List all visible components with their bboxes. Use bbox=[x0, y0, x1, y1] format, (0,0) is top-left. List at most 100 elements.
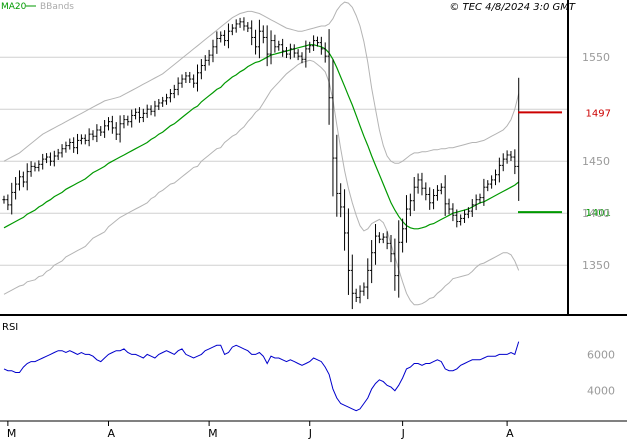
ohlc-bar bbox=[501, 153, 505, 172]
ohlc-bar bbox=[335, 134, 339, 217]
ohlc-bar bbox=[401, 218, 405, 253]
ohlc-bar bbox=[466, 207, 470, 219]
x-tick-label: M bbox=[7, 427, 16, 440]
ohlc-bar bbox=[327, 29, 331, 125]
ohlc-bar bbox=[184, 71, 188, 83]
rsi-y-axis: 4000 6000 bbox=[587, 348, 615, 397]
ohlc-bar bbox=[75, 133, 80, 155]
ohlc-bar bbox=[431, 189, 436, 210]
ohlc-bar bbox=[164, 93, 169, 105]
ma20-line bbox=[3, 44, 520, 230]
ohlc-bar bbox=[192, 74, 196, 88]
ohlc-bar bbox=[91, 130, 95, 141]
ohlc-bar bbox=[443, 175, 447, 216]
ohlc-bar bbox=[281, 38, 285, 57]
ohlc-bar bbox=[373, 224, 378, 265]
chart-timestamp: © TEC 4/8/2024 3:0 GMT bbox=[449, 2, 576, 13]
ohlc-bar bbox=[428, 187, 432, 210]
ohlc-bar bbox=[393, 238, 397, 291]
price-levels: 1497 1401 bbox=[518, 108, 611, 219]
ohlc-bar bbox=[37, 160, 41, 172]
ohlc-bar bbox=[87, 128, 91, 147]
ohlc-bar bbox=[114, 122, 118, 140]
ohlc-bar bbox=[493, 169, 498, 186]
ohlc-bar bbox=[416, 173, 420, 194]
ohlc-bar bbox=[118, 115, 122, 143]
price-gridlines bbox=[0, 56, 568, 266]
ohlc-bar bbox=[64, 141, 68, 153]
bollinger-bands bbox=[3, 1, 520, 306]
ohlc-bar bbox=[435, 185, 440, 201]
ohlc-bar bbox=[153, 100, 157, 117]
price-panel: 1497 1401 1350 1400 1450 1550 bbox=[0, 1, 611, 310]
ohlc-bar bbox=[33, 162, 37, 172]
ohlc-bar bbox=[219, 31, 223, 43]
rsi-line bbox=[3, 341, 520, 412]
ohlc-bar bbox=[288, 43, 292, 60]
ohlc-bar bbox=[497, 157, 501, 183]
ohlc-bar bbox=[354, 288, 358, 303]
ohlc-bar bbox=[149, 105, 153, 116]
ohlc-bar bbox=[106, 117, 111, 131]
ohlc-bar bbox=[168, 89, 173, 103]
ohlc-bar bbox=[412, 177, 416, 211]
x-tick-label: J bbox=[401, 427, 405, 440]
ohlc-bar bbox=[350, 254, 354, 310]
ohlc-bar bbox=[381, 233, 385, 244]
bband-lower-line bbox=[3, 59, 520, 306]
ohlc-bar bbox=[207, 49, 211, 66]
ohlc-bar bbox=[292, 44, 296, 58]
ohlc-bar bbox=[451, 203, 455, 222]
ohlc-bar bbox=[358, 285, 362, 304]
ohlc-bar bbox=[474, 194, 478, 211]
ohlc-bar bbox=[389, 235, 393, 263]
ohlc-bar bbox=[44, 153, 49, 164]
ohlc-bar bbox=[404, 195, 409, 243]
ohlc-bar bbox=[470, 199, 474, 217]
ohlc-bar bbox=[308, 41, 312, 53]
ohlc-bar bbox=[29, 161, 33, 177]
ohlc-bar bbox=[250, 20, 254, 46]
ohlc-bar bbox=[56, 148, 60, 160]
ohlc-bar bbox=[339, 183, 343, 218]
ohlc-bar bbox=[234, 19, 238, 33]
ohlc-bar bbox=[230, 24, 234, 36]
ohlc-bar bbox=[447, 198, 451, 215]
ohlc-bar bbox=[14, 177, 18, 200]
ohlc-bar bbox=[408, 193, 412, 217]
rsi-panel: RSI 4000 6000 bbox=[2, 322, 615, 412]
ohlc-bar bbox=[222, 30, 227, 46]
ohlc-bar bbox=[342, 189, 347, 251]
ohlc-bar bbox=[83, 134, 87, 145]
price-y-tick-label: 1550 bbox=[582, 51, 610, 64]
ohlc-bar bbox=[462, 209, 467, 223]
price-y-tick-label: 1400 bbox=[582, 207, 610, 220]
ohlc-bar bbox=[490, 175, 494, 189]
ohlc-bar bbox=[60, 144, 64, 158]
price-y-axis: 1350 1400 1450 1550 bbox=[582, 51, 610, 272]
ohlc-bar bbox=[277, 40, 281, 51]
ohlc-bar bbox=[211, 39, 215, 63]
ohlc-bar bbox=[269, 30, 273, 65]
ohlc-bar bbox=[424, 182, 428, 201]
rsi-polyline bbox=[3, 341, 520, 412]
ohlc-bar bbox=[300, 52, 304, 64]
ohlc-bar bbox=[110, 115, 114, 134]
ohlc-bar bbox=[137, 107, 142, 123]
ohlc-bar bbox=[122, 115, 126, 129]
ohlc-bar bbox=[385, 231, 389, 250]
ohlc-bar bbox=[304, 40, 308, 68]
ohlc-bar bbox=[99, 126, 103, 137]
ohlc-bar bbox=[188, 71, 192, 83]
chart-legend: MA20 BBands bbox=[1, 2, 74, 12]
ohlc-bar bbox=[203, 55, 207, 71]
rsi-y-tick-label: 4000 bbox=[587, 385, 615, 398]
ohlc-bar bbox=[420, 172, 424, 196]
ohlc-bar bbox=[141, 108, 145, 123]
ohlc-bar bbox=[509, 151, 513, 161]
ohlc-bar bbox=[10, 182, 14, 215]
ma20-polyline bbox=[3, 44, 520, 230]
legend-bbands: BBands bbox=[40, 2, 74, 12]
ohlc-bars bbox=[2, 17, 521, 310]
